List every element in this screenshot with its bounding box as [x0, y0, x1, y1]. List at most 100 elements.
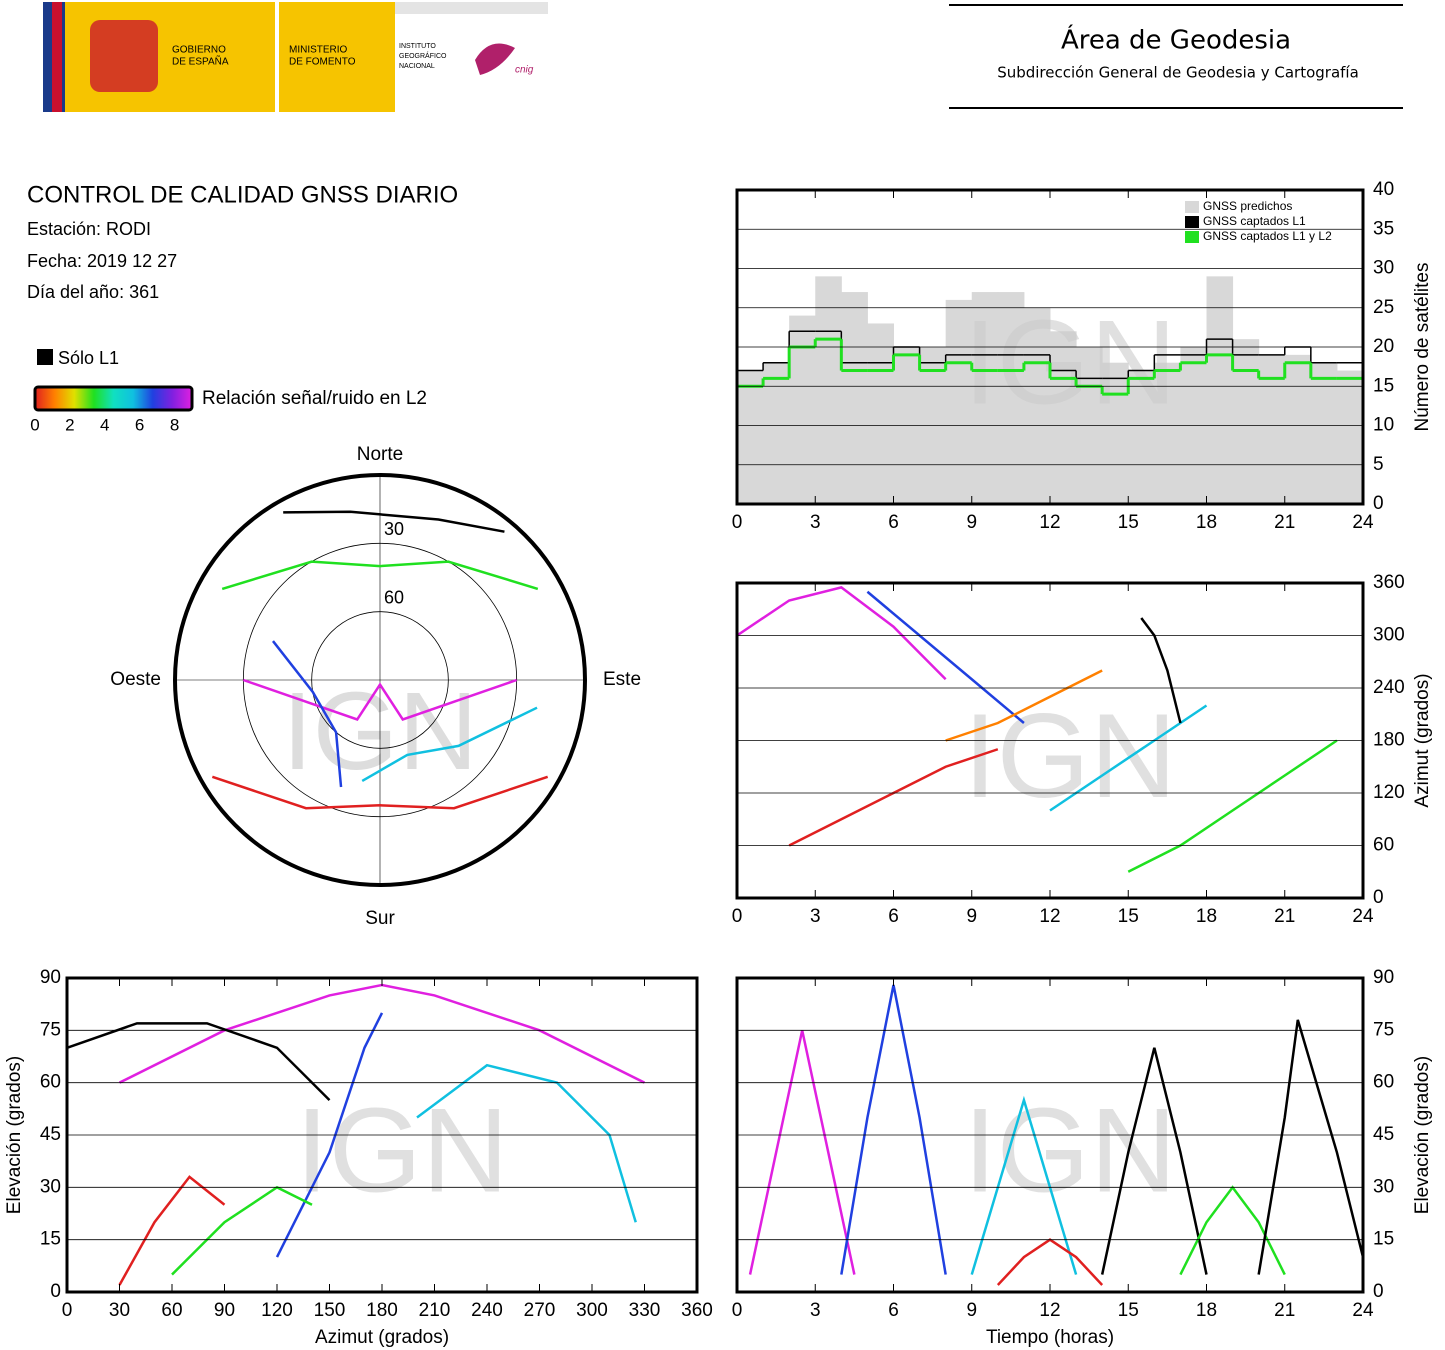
x-tick-label: 21 — [1274, 512, 1295, 533]
x-tick-label: 24 — [1352, 512, 1374, 533]
track — [242, 678, 518, 721]
y-tick-label: 25 — [1373, 297, 1394, 318]
plot-area: IGN — [67, 983, 646, 1286]
y-tick-label: 240 — [1373, 677, 1405, 698]
y-tick-label: 35 — [1373, 218, 1394, 239]
colorbar-tick-label: 4 — [100, 415, 109, 434]
x-tick-label: 270 — [524, 1300, 556, 1321]
x-tick-label: 3 — [810, 1300, 821, 1321]
ring-label: 30 — [384, 519, 404, 539]
x-tick-label: 330 — [629, 1300, 661, 1321]
y-tick-label: 30 — [1373, 258, 1394, 279]
predicted-bar — [789, 315, 816, 504]
colorbar-tick-label: 6 — [135, 415, 144, 434]
track — [1100, 1047, 1208, 1275]
l1-swatch — [37, 349, 53, 365]
predicted-bar — [1284, 354, 1312, 504]
track — [271, 640, 343, 788]
y-tick-label: 0 — [1373, 493, 1384, 514]
frame — [735, 581, 1365, 900]
legend-swatch — [1185, 216, 1199, 228]
x-tick-label: 24 — [1352, 906, 1374, 927]
ring-label: 60 — [384, 587, 404, 607]
x-tick-label: 210 — [419, 1300, 451, 1321]
x-tick-label: 12 — [1039, 1300, 1060, 1321]
track — [118, 1175, 226, 1286]
track — [1257, 1019, 1363, 1275]
y-tick-label: 90 — [1373, 967, 1394, 988]
header-subtitle: Subdirección General de Geodesia y Carto… — [997, 64, 1359, 82]
watermark: IGN — [963, 296, 1176, 430]
predicted-bar — [815, 276, 842, 504]
direction-label: Sur — [365, 908, 395, 929]
l1-legend: Sólo L1 — [58, 348, 119, 368]
predicted-bar — [841, 292, 868, 504]
track — [996, 1238, 1104, 1286]
y-tick-label: 0 — [1373, 1281, 1384, 1302]
x-tick-label: 180 — [366, 1300, 398, 1321]
frame — [735, 976, 1365, 1294]
legend-label: GNSS captados L1 — [1203, 214, 1306, 228]
y-tick-label: 180 — [1373, 730, 1405, 751]
predicted-bar — [1310, 362, 1338, 504]
logo-text: DE FOMENTO — [289, 57, 356, 68]
y-tick-label: 0 — [50, 1281, 61, 1302]
track — [283, 510, 505, 533]
track — [945, 669, 1103, 742]
horizon — [173, 473, 587, 887]
x-tick-label: 18 — [1196, 512, 1217, 533]
report-date: Fecha: 2019 12 27 — [27, 251, 177, 271]
report-station: Estación: RODI — [27, 219, 151, 239]
legend-label: GNSS captados L1 y L2 — [1203, 229, 1332, 243]
y-tick-label: 360 — [1373, 572, 1405, 593]
y-tick-label: 5 — [1373, 454, 1384, 475]
y-tick-label: 15 — [40, 1229, 61, 1250]
x-tick-label: 24 — [1352, 1300, 1374, 1321]
track — [1140, 617, 1182, 724]
plot-area: IGN — [737, 586, 1338, 873]
y-tick-label: 15 — [1373, 1229, 1394, 1250]
predicted-bar — [1232, 339, 1260, 504]
track — [171, 1185, 313, 1276]
x-tick-label: 21 — [1274, 906, 1295, 927]
x-tick-label: 60 — [161, 1300, 182, 1321]
x-tick-label: 360 — [681, 1300, 713, 1321]
ring — [311, 611, 449, 749]
y-tick-label: 45 — [40, 1124, 61, 1145]
x-axis-label: Tiempo (horas) — [986, 1327, 1114, 1348]
chart: IGN 0 15 30 45 60 75 90 0 3 6 9 12 15 18 21 24 Tiempo (ho… — [732, 967, 1433, 1348]
predicted-bar — [1206, 276, 1234, 504]
x-tick-label: 3 — [810, 906, 821, 927]
y-tick-label: 30 — [40, 1176, 61, 1197]
watermark: IGN — [295, 1084, 508, 1218]
x-tick-label: 18 — [1196, 906, 1217, 927]
x-tick-label: 0 — [62, 1300, 73, 1321]
logo-block — [279, 2, 395, 112]
y-tick-label: 0 — [1373, 887, 1384, 908]
track — [970, 1095, 1078, 1275]
logo-text: cnig — [515, 65, 534, 76]
direction-label: Oeste — [110, 669, 161, 690]
y-tick-label: 20 — [1373, 336, 1394, 357]
x-tick-label: 15 — [1118, 906, 1139, 927]
track — [118, 983, 646, 1084]
logo-text: MINISTERIO — [289, 45, 348, 56]
plot-area: IGN — [737, 276, 1363, 504]
x-tick-label: 3 — [810, 512, 821, 533]
track — [840, 984, 947, 1275]
y-tick-label: 75 — [1373, 1019, 1394, 1040]
y-tick-label: 120 — [1373, 782, 1405, 803]
predicted-bar — [997, 292, 1025, 504]
y-tick-label: 40 — [1373, 179, 1394, 200]
x-tick-label: 120 — [261, 1300, 293, 1321]
predicted-bar — [867, 323, 894, 504]
predicted-bar — [1050, 331, 1077, 504]
x-tick-label: 150 — [314, 1300, 346, 1321]
y-tick-label: 90 — [40, 967, 61, 988]
predicted-bar — [1128, 370, 1155, 504]
logo-text: GOBIERNO — [172, 45, 226, 56]
chart: IGN 0 5 10 15 20 25 30 35 40 0 3 6 9 12 15 18 21 24 GNSS pr… — [732, 179, 1433, 533]
x-tick-label: 18 — [1196, 1300, 1217, 1321]
y-tick-label: 45 — [1373, 1124, 1394, 1145]
y-tick-label: 300 — [1373, 625, 1405, 646]
